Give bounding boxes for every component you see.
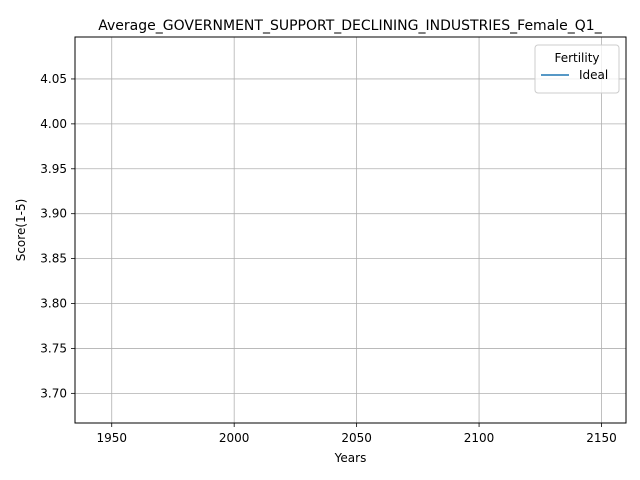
y-tick-label: 3.90 (40, 207, 67, 221)
y-tick-label: 3.70 (40, 386, 67, 400)
legend: Fertility Ideal (534, 44, 620, 94)
y-tick-label: 3.95 (40, 162, 67, 176)
x-tick-label: 1950 (96, 431, 127, 445)
legend-entries: Ideal (541, 68, 608, 82)
y-tick-label: 3.85 (40, 252, 67, 266)
legend-entry-label: Ideal (579, 68, 608, 82)
y-tick-label: 3.75 (40, 341, 67, 355)
x-tick-label: 2050 (341, 431, 372, 445)
y-tick-label: 4.00 (40, 117, 67, 131)
legend-box (534, 44, 620, 94)
x-tick-label: 2100 (464, 431, 495, 445)
y-tick-label: 3.80 (40, 297, 67, 311)
x-tick-label: 2000 (219, 431, 250, 445)
y-axis-ticks: 3.70 3.75 3.80 3.85 3.90 3.95 4.00 4.05 (40, 72, 75, 400)
grid-lines (75, 37, 626, 423)
legend-title: Fertility (554, 51, 599, 65)
x-tick-label: 2150 (586, 431, 617, 445)
y-axis-label: Score(1-5) (14, 199, 28, 262)
y-tick-label: 4.05 (40, 72, 67, 86)
chart-title: Average_GOVERNMENT_SUPPORT_DECLINING_IND… (98, 18, 602, 34)
plot-area-frame (74, 36, 627, 424)
x-axis-ticks: 1950 2000 2050 2100 2150 (96, 423, 617, 445)
x-axis-label: Years (334, 451, 367, 465)
